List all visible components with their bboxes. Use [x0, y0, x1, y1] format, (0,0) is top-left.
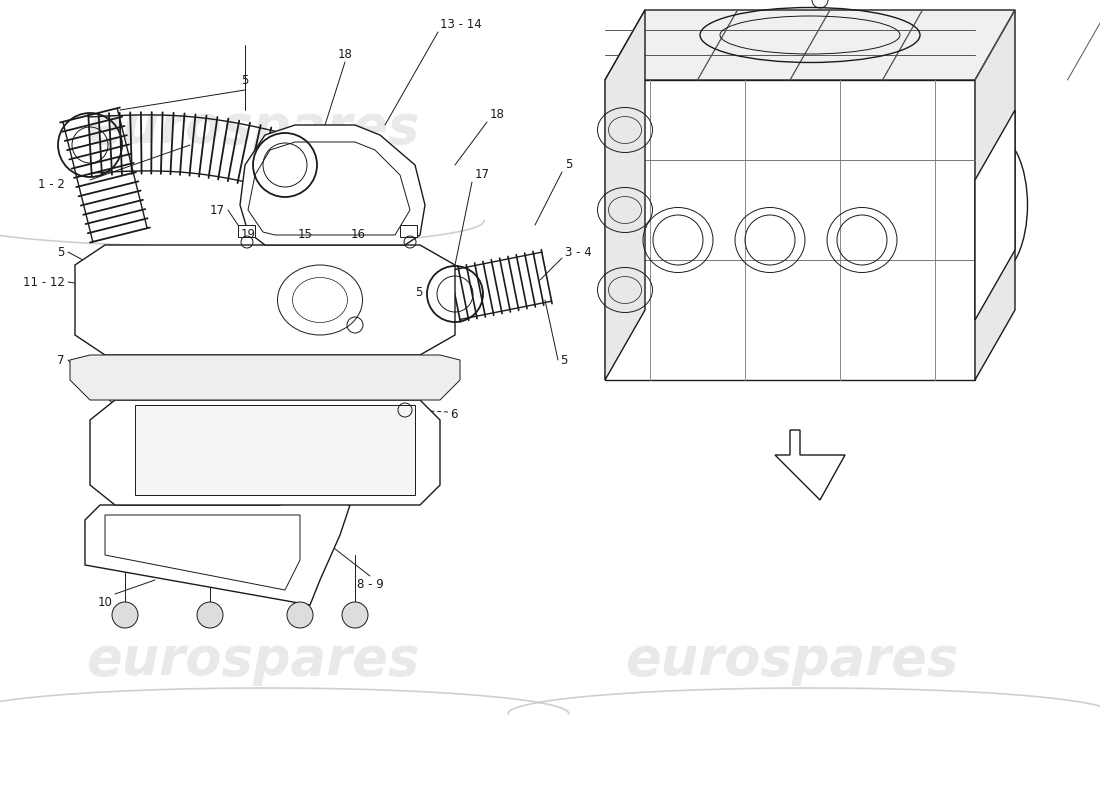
Text: 5: 5 — [241, 74, 249, 86]
Text: 6: 6 — [450, 409, 458, 422]
Polygon shape — [70, 355, 460, 400]
Text: 15: 15 — [298, 229, 312, 242]
Text: 1 - 2: 1 - 2 — [39, 178, 65, 191]
Text: 10: 10 — [98, 595, 112, 609]
Text: 18: 18 — [490, 109, 505, 122]
Text: 7: 7 — [57, 354, 65, 366]
Text: eurospares: eurospares — [625, 634, 959, 686]
Text: 19: 19 — [241, 229, 255, 242]
Polygon shape — [776, 430, 845, 500]
Text: 5: 5 — [565, 158, 572, 171]
Text: 5: 5 — [57, 246, 65, 258]
Polygon shape — [975, 10, 1015, 380]
Text: 16: 16 — [351, 229, 365, 242]
Text: 5: 5 — [560, 354, 568, 366]
Text: 8 - 9: 8 - 9 — [356, 578, 384, 591]
Text: 17: 17 — [475, 169, 490, 182]
Polygon shape — [400, 225, 417, 237]
Polygon shape — [135, 405, 415, 495]
Circle shape — [197, 602, 223, 628]
Polygon shape — [75, 245, 455, 355]
Text: 13 - 14: 13 - 14 — [440, 18, 482, 31]
Circle shape — [112, 602, 138, 628]
Circle shape — [342, 602, 369, 628]
Text: 5: 5 — [415, 286, 422, 298]
Text: 11 - 12: 11 - 12 — [23, 275, 65, 289]
Polygon shape — [240, 125, 425, 245]
Polygon shape — [85, 495, 350, 605]
Circle shape — [287, 602, 314, 628]
Polygon shape — [605, 10, 645, 380]
Polygon shape — [90, 400, 440, 505]
Text: eurospares: eurospares — [86, 634, 420, 686]
Text: 17: 17 — [210, 203, 225, 217]
Text: 3 - 4: 3 - 4 — [565, 246, 592, 258]
Text: 18: 18 — [338, 49, 352, 62]
Polygon shape — [238, 225, 255, 237]
Text: eurospares: eurospares — [86, 102, 420, 154]
Polygon shape — [605, 10, 1015, 80]
Polygon shape — [975, 110, 1015, 320]
Polygon shape — [605, 80, 975, 380]
